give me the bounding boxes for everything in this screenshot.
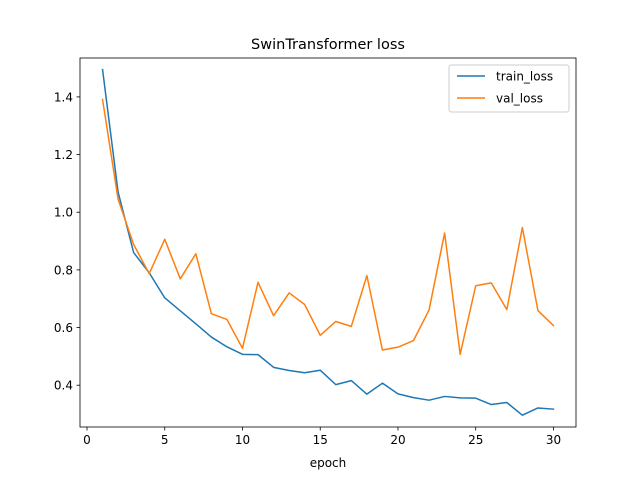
chart-title: SwinTransformer loss [251,37,405,53]
x-tick-label-25: 25 [468,433,483,447]
y-tick-label-1.2: 1.2 [54,148,73,162]
series-line-train-loss [101,68,555,416]
y-tick-label-0.4: 0.4 [54,379,73,393]
x-tick-label-5: 5 [161,433,169,447]
x-tick-label-0: 0 [83,433,91,447]
series-line-val-loss [101,98,555,356]
legend-label-train-loss: train_loss [496,70,553,84]
y-tick-label-0.6: 0.6 [54,321,73,335]
x-tick-label-15: 15 [313,433,328,447]
x-tick-label-30: 30 [546,433,561,447]
y-tick-label-1.0: 1.0 [54,206,73,220]
x-axis-label: epoch [310,456,347,470]
legend-label-val-loss: val_loss [496,92,543,106]
axes-frame [79,57,577,428]
y-tick-label-0.8: 0.8 [54,263,73,277]
x-tick-label-20: 20 [390,433,405,447]
legend: train_loss val_loss [448,64,570,113]
x-tick-label-10: 10 [235,433,250,447]
plot-area: 0 5 10 15 20 25 30 0.4 0.6 0.8 1.0 1.2 1.4 [54,57,577,447]
y-tick-label-1.4: 1.4 [54,90,73,104]
